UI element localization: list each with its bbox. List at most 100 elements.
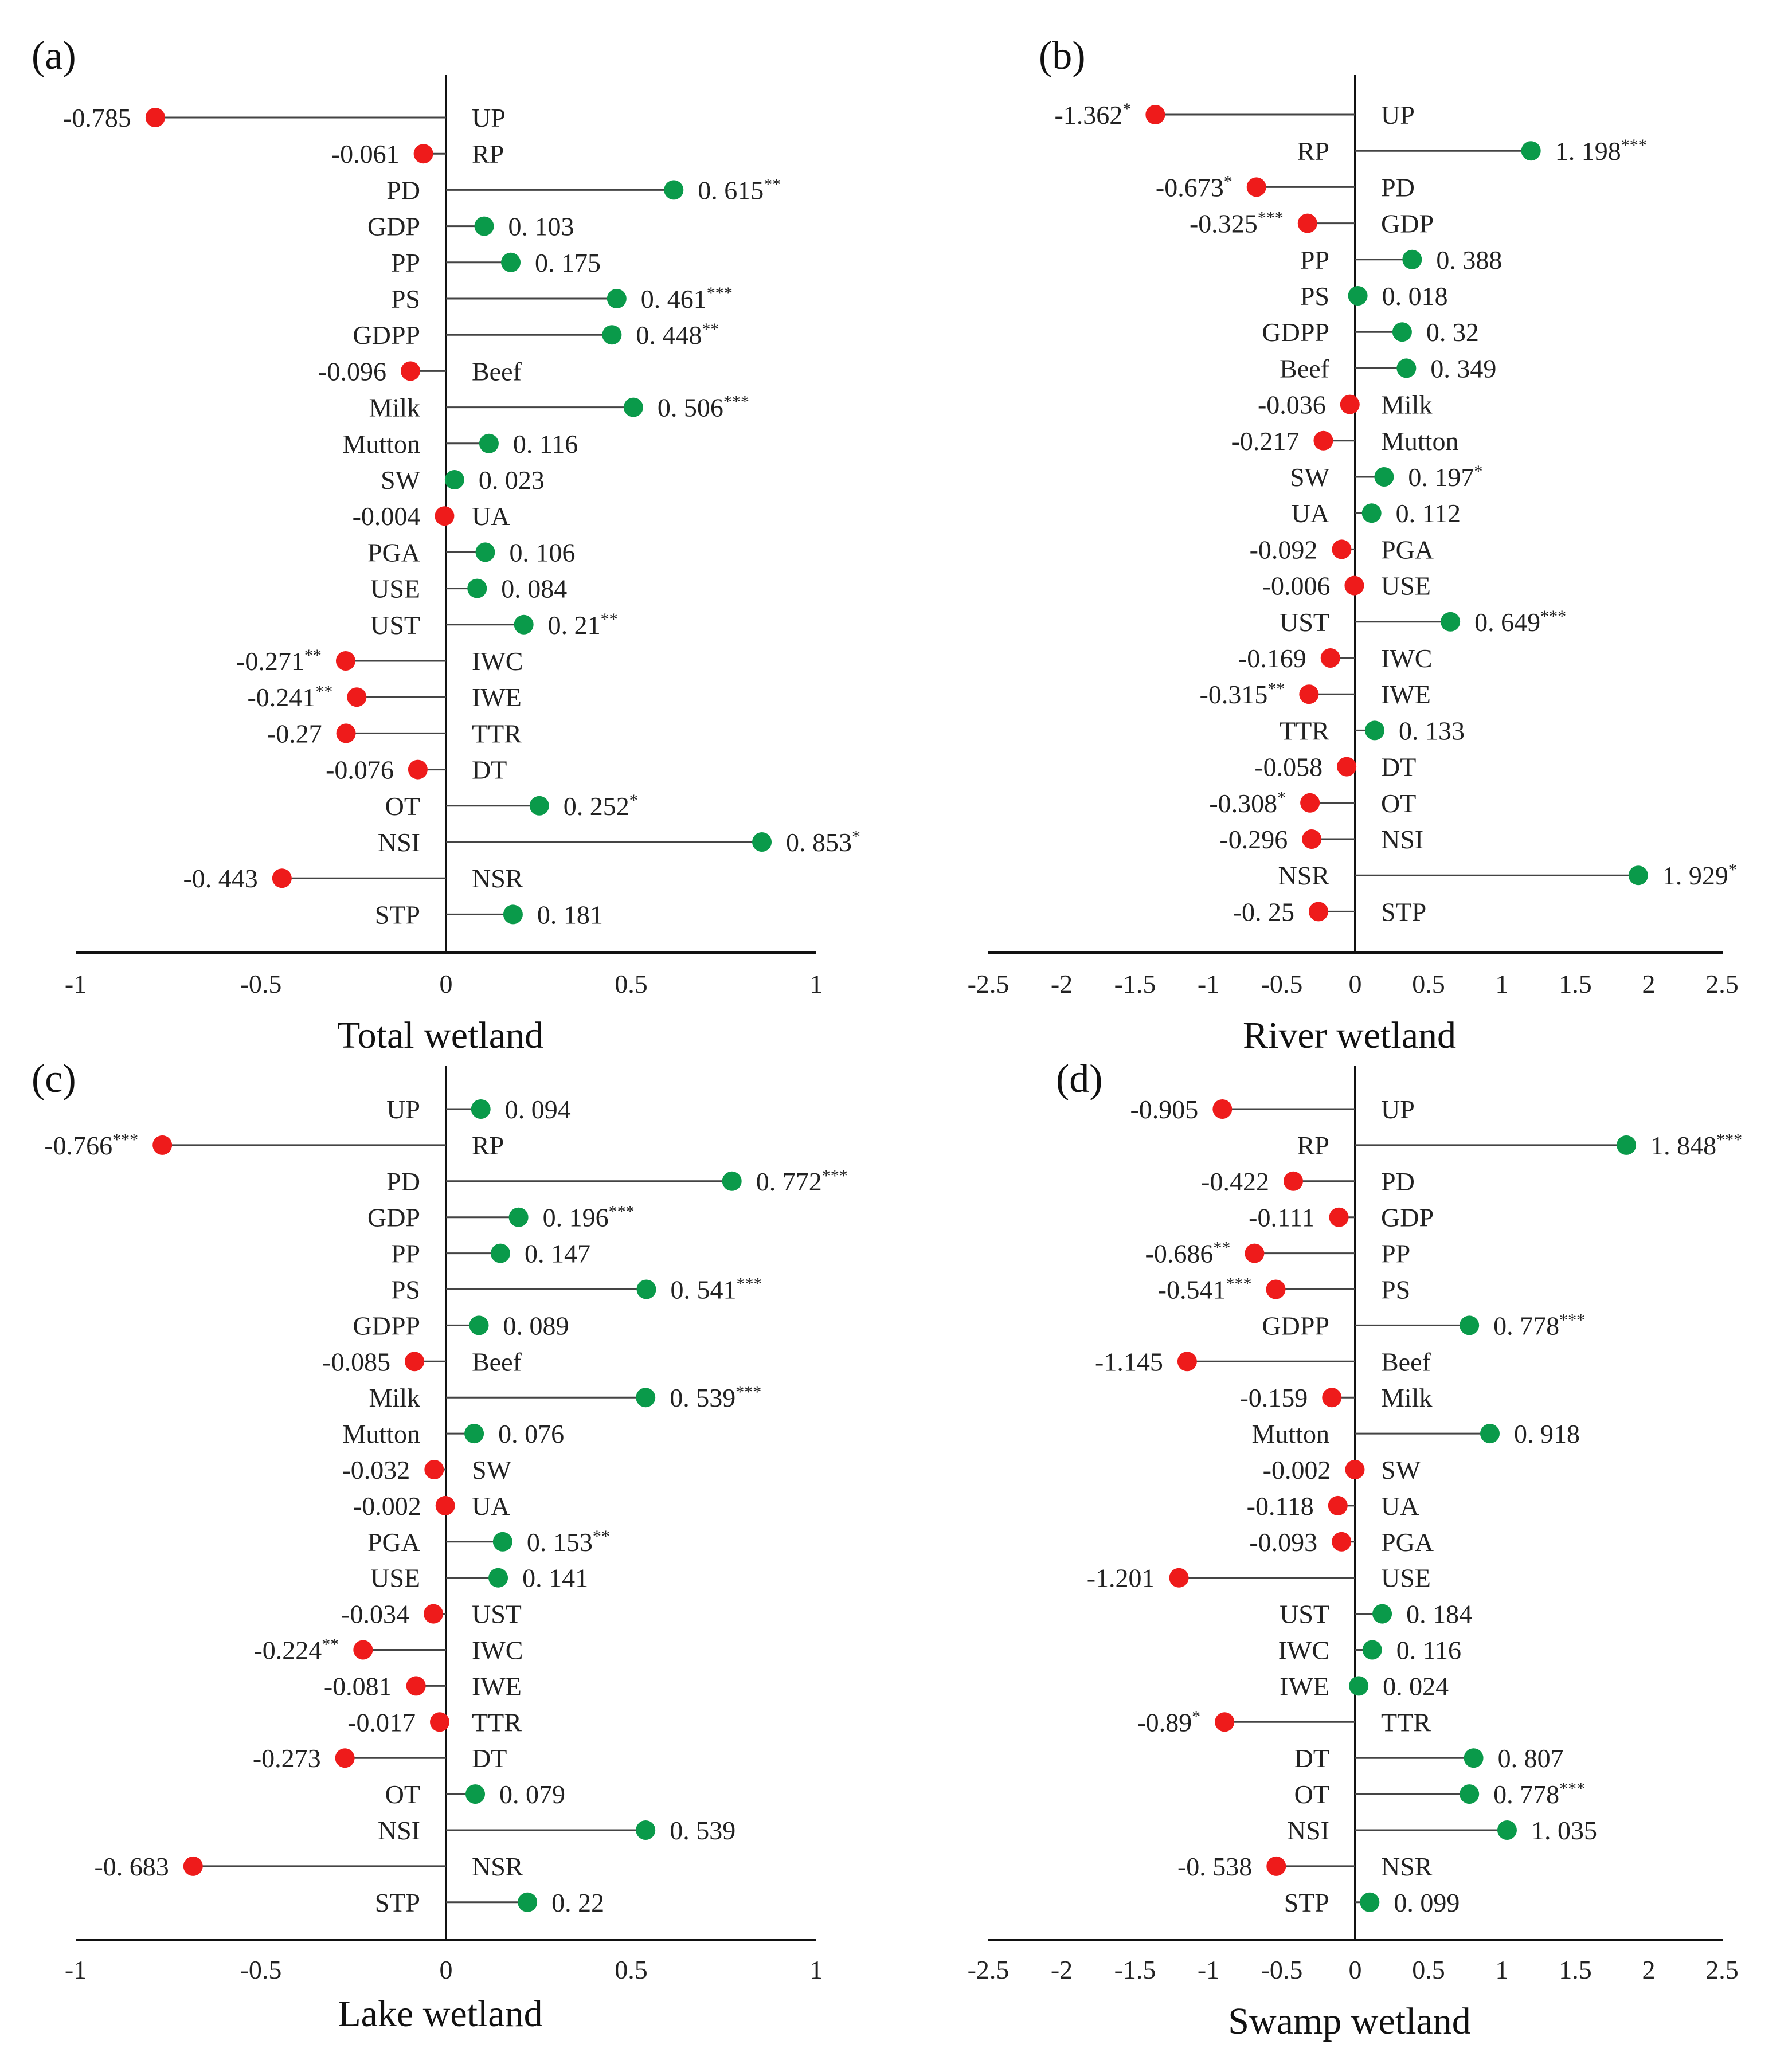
value-label: 0. 094 <box>505 1095 571 1124</box>
category-label: UST <box>370 610 420 640</box>
data-point <box>145 108 165 127</box>
chart-panel: -1 -0.5 0 0.5 1 (a) Total wetland UP -0.785 RP -0.… <box>32 34 860 1056</box>
value-label: -0.296 <box>1219 825 1288 854</box>
category-label: OT <box>1294 1780 1329 1809</box>
data-point <box>408 759 428 780</box>
data-point <box>1283 1171 1303 1191</box>
category-label: TTR <box>1381 1707 1431 1737</box>
significance-marker: ** <box>1213 1239 1230 1258</box>
significance-marker: ** <box>322 1635 339 1654</box>
category-label: UA <box>472 1491 510 1521</box>
value-label: 0. 388 <box>1436 245 1502 275</box>
value-label: -0.002 <box>1263 1455 1331 1485</box>
value-label: -0.905 <box>1130 1095 1198 1124</box>
data-point <box>1344 575 1364 596</box>
category-label: DT <box>1381 753 1416 782</box>
significance-marker: ** <box>1267 679 1285 698</box>
category-label: NSR <box>472 864 523 893</box>
data-point <box>508 1207 529 1227</box>
data-point <box>1497 1820 1517 1840</box>
significance-marker: *** <box>1559 1779 1585 1798</box>
data-point <box>353 1640 373 1660</box>
panel-title: Lake wetland <box>338 1993 542 2035</box>
significance-marker: * <box>1728 860 1737 879</box>
data-point <box>272 868 292 888</box>
x-tick-label: -2 <box>1051 1955 1073 1984</box>
category-label: GDPP <box>1262 1311 1329 1340</box>
data-point <box>518 1892 538 1912</box>
panel-label: (b) <box>1039 34 1086 78</box>
data-point <box>471 1099 491 1119</box>
data-point <box>435 506 455 526</box>
value-label: -0.308* <box>1209 788 1286 818</box>
category-label: NSI <box>378 1816 420 1845</box>
value-label: 0. 024 <box>1383 1671 1449 1701</box>
data-point <box>1441 612 1461 632</box>
category-label: IWE <box>1381 680 1431 709</box>
category-label: Beef <box>472 357 522 386</box>
value-label: -0.085 <box>322 1347 390 1376</box>
chart-panel: -2.5 -2 -1.5 -1 -0.5 0 0.5 1 1.5 2 2.5 (b) River wet… <box>968 34 1739 1056</box>
value-label: -0.081 <box>324 1671 392 1701</box>
value-label: 0. 32 <box>1426 318 1479 347</box>
value-label: 0. 112 <box>1396 499 1461 528</box>
value-label: -0.27 <box>267 719 322 748</box>
data-point <box>1245 1243 1265 1263</box>
category-label: PS <box>391 1275 420 1305</box>
value-label: 0. 197* <box>1408 462 1482 492</box>
data-point <box>529 796 549 816</box>
x-tick-label: -1 <box>1198 1955 1219 1984</box>
data-point <box>501 252 521 272</box>
data-point <box>1460 1315 1480 1335</box>
category-label: Milk <box>1381 390 1432 420</box>
value-label: -0.036 <box>1258 390 1326 420</box>
data-point <box>444 470 464 489</box>
category-label: GDP <box>367 1203 420 1232</box>
category-label: NSR <box>472 1852 523 1881</box>
category-label: NSI <box>378 828 420 857</box>
category-label: UA <box>472 502 510 531</box>
category-label: USE <box>370 574 420 604</box>
data-point <box>435 1495 455 1515</box>
category-label: DT <box>472 755 507 785</box>
panel-label: (a) <box>32 34 76 78</box>
value-label: 0. 089 <box>503 1311 569 1340</box>
data-point <box>1297 213 1317 233</box>
x-tick-label: 1 <box>810 1955 823 1984</box>
data-point <box>623 397 643 417</box>
significance-marker: *** <box>736 1275 762 1294</box>
value-label: -0.076 <box>326 755 394 785</box>
category-label: Beef <box>472 1347 522 1376</box>
significance-marker: * <box>1224 172 1233 191</box>
significance-marker: * <box>1277 788 1286 807</box>
x-tick-label: 0 <box>1349 1955 1362 1984</box>
data-point <box>1460 1784 1480 1804</box>
value-label: 0. 103 <box>508 212 574 241</box>
value-label: 0. 539*** <box>670 1382 761 1412</box>
x-tick-label: 0.5 <box>615 1955 648 1984</box>
x-tick-label: 1.5 <box>1559 1955 1592 1984</box>
x-tick-label: -1 <box>65 1955 87 1984</box>
data-point <box>636 1279 656 1299</box>
value-label: -0.061 <box>331 139 400 169</box>
x-tick-label: -0.5 <box>1261 969 1303 998</box>
category-label: PS <box>1300 281 1329 311</box>
data-point <box>347 687 367 707</box>
data-point <box>636 1820 656 1840</box>
category-label: STP <box>1381 897 1426 926</box>
data-point <box>492 1532 512 1552</box>
category-label: IWE <box>1280 1671 1329 1701</box>
x-tick-label: 0 <box>1349 969 1362 998</box>
data-point <box>152 1135 173 1155</box>
data-point <box>424 1604 444 1624</box>
category-label: RP <box>472 1131 504 1160</box>
x-tick-label: -1.5 <box>1114 969 1156 998</box>
x-tick-label: 1.5 <box>1559 969 1592 998</box>
value-label: 0. 778*** <box>1493 1779 1585 1809</box>
data-point <box>1320 648 1340 668</box>
value-label: -1.145 <box>1095 1347 1163 1376</box>
category-label: GDPP <box>353 320 420 350</box>
category-label: OT <box>1381 789 1416 818</box>
category-label: OT <box>385 1780 420 1809</box>
